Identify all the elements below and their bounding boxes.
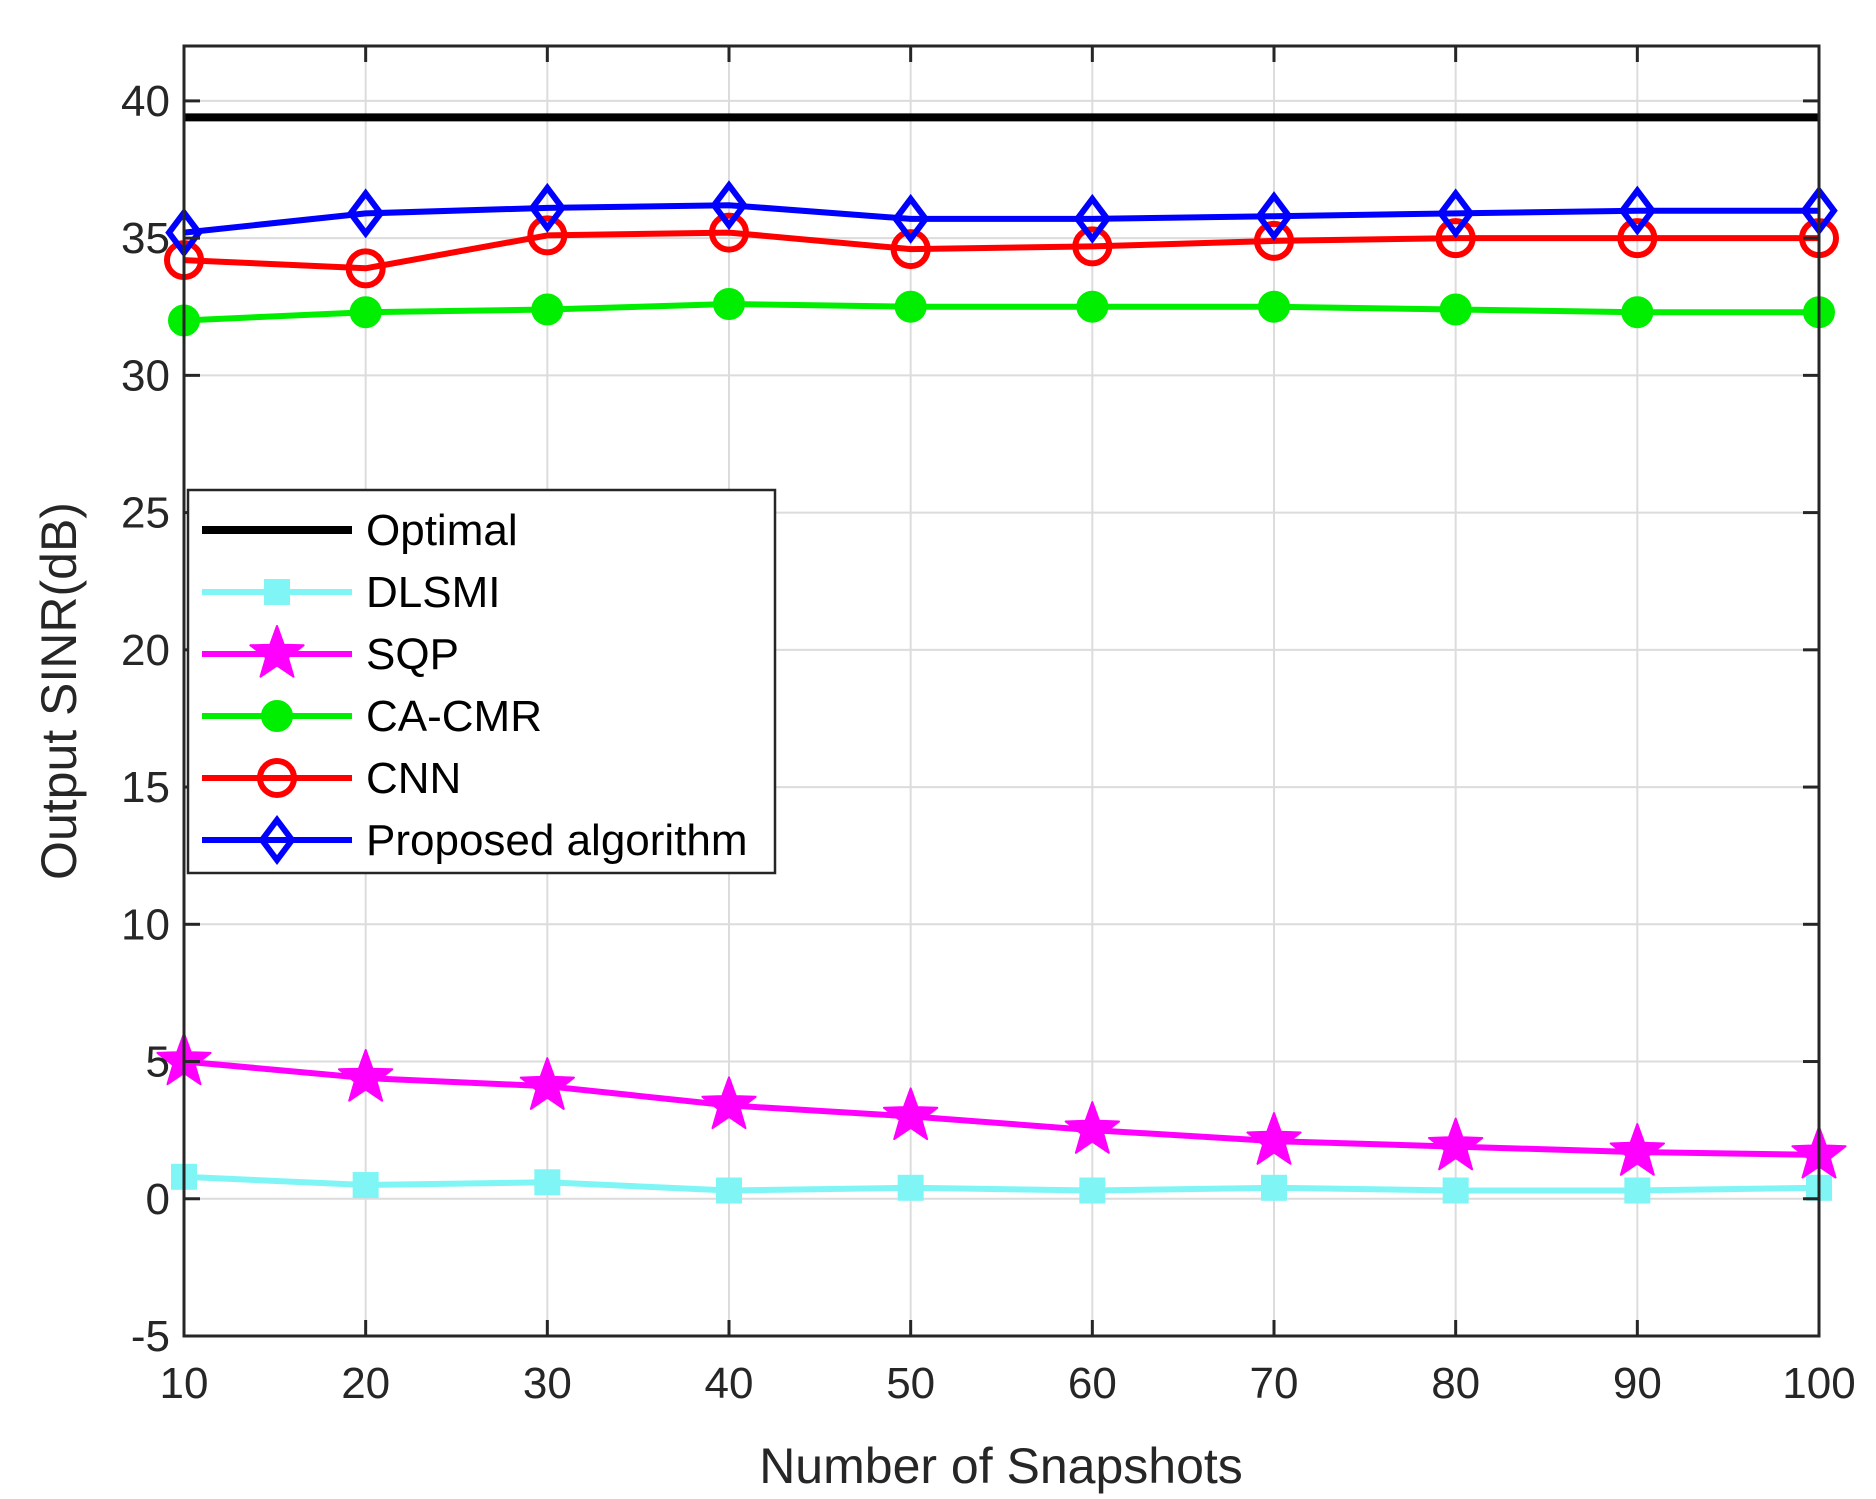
- data-point-ca-cmr: [1076, 290, 1109, 323]
- legend-box: [186, 488, 777, 875]
- y-axis-title: Output SINR(dB): [31, 502, 87, 880]
- data-point-proposed-algorithm: [710, 180, 748, 231]
- data-point-proposed-algorithm: [1618, 185, 1657, 236]
- legend-marker-cnn: [257, 758, 297, 798]
- series-line-ca-cmr: [183, 301, 1819, 324]
- series-line-proposed-algorithm: [183, 202, 1819, 236]
- x-tick-label: 10: [160, 1359, 209, 1408]
- data-point-dlsmi: [716, 1177, 742, 1204]
- y-tick-label: 35: [121, 214, 170, 263]
- data-point-dlsmi: [897, 1174, 924, 1201]
- legend-label-proposed-algorithm: Proposed algorithm: [366, 816, 748, 865]
- y-tick-label: 40: [121, 77, 170, 126]
- x-tick-label: 80: [1431, 1359, 1480, 1408]
- data-point-ca-cmr: [531, 293, 564, 326]
- data-point-dlsmi: [1079, 1177, 1106, 1204]
- legend-label-optimal: Optimal: [366, 506, 518, 555]
- data-point-cnn: [1617, 218, 1658, 259]
- y-tick-label: 15: [121, 763, 170, 812]
- data-point-cnn: [345, 248, 386, 289]
- data-point-proposed-algorithm: [346, 188, 385, 239]
- data-point-ca-cmr: [1621, 296, 1654, 329]
- x-axis-title: Number of Snapshots: [759, 1438, 1243, 1494]
- data-point-sqp: [883, 1087, 939, 1141]
- data-point-sqp: [1609, 1123, 1665, 1176]
- data-point-proposed-algorithm: [1436, 188, 1475, 239]
- data-point-ca-cmr: [1258, 290, 1290, 323]
- series-line-dlsmi: [183, 1173, 1820, 1194]
- legend-label-sqp: SQP: [366, 630, 459, 679]
- y-tick-label: -5: [131, 1312, 170, 1361]
- data-point-dlsmi: [352, 1172, 379, 1199]
- y-tick-label: 5: [146, 1038, 170, 1087]
- data-point-sqp: [1246, 1112, 1302, 1165]
- data-point-sqp: [1064, 1101, 1120, 1154]
- series-line-cnn: [183, 229, 1819, 272]
- data-point-ca-cmr: [894, 290, 927, 323]
- legend-label-cnn: CNN: [366, 754, 461, 803]
- data-point-cnn: [527, 215, 568, 256]
- y-tick-labels: -5 0 5 10 15 20 25 30 35 40: [121, 77, 170, 1361]
- legend-label-ca-cmr: CA-CMR: [366, 692, 542, 741]
- data-point-dlsmi: [1261, 1174, 1287, 1201]
- plot-frame: [182, 44, 1821, 1338]
- y-tick-label: 30: [121, 351, 170, 400]
- data-point-dlsmi: [1442, 1177, 1469, 1204]
- y-tick-label: 25: [121, 489, 170, 538]
- data-point-dlsmi: [1624, 1177, 1651, 1204]
- data-point-ca-cmr: [1439, 293, 1472, 326]
- data-point-ca-cmr: [713, 288, 745, 320]
- legend: Optimal DLSMI SQP CA-CMR CNN Proposed algorit…: [186, 488, 777, 875]
- data-point-sqp: [1428, 1117, 1484, 1171]
- x-tick-label: 40: [705, 1359, 754, 1408]
- x-tick-label: 100: [1782, 1359, 1855, 1408]
- data-point-cnn: [709, 212, 749, 253]
- data-point-cnn: [890, 229, 931, 270]
- x-tick-label: 70: [1250, 1359, 1299, 1408]
- x-tick-label: 20: [341, 1359, 390, 1408]
- legend-items: Optimal DLSMI SQP CA-CMR CNN Proposed algorit…: [202, 506, 748, 865]
- x-tick-label: 30: [523, 1359, 572, 1408]
- y-tick-label: 20: [121, 626, 170, 675]
- y-tick-label: 10: [121, 900, 170, 949]
- series-line-sqp: [183, 1058, 1820, 1158]
- data-point-cnn: [1254, 220, 1294, 261]
- data-point-proposed-algorithm: [528, 182, 567, 233]
- x-tick-label: 90: [1613, 1359, 1662, 1408]
- data-point-proposed-algorithm: [1073, 193, 1112, 244]
- legend-marker-proposed-algorithm: [258, 815, 296, 865]
- x-tick-label: 60: [1068, 1359, 1117, 1408]
- x-tick-labels: 10 20 30 40 50 60 70 80 90 100: [160, 1359, 1856, 1408]
- data-point-proposed-algorithm: [1255, 191, 1293, 242]
- legend-marker-sqp: [249, 625, 305, 678]
- y-tick-label: 0: [146, 1175, 170, 1224]
- data-point-sqp: [338, 1049, 394, 1102]
- x-tick-label: 50: [886, 1359, 935, 1408]
- data-point-dlsmi: [534, 1169, 561, 1196]
- legend-marker-ca-cmr: [261, 700, 293, 732]
- data-point-cnn: [1435, 218, 1476, 259]
- data-point-cnn: [1072, 226, 1113, 267]
- legend-marker-dlsmi: [264, 579, 290, 605]
- data-point-proposed-algorithm: [891, 193, 930, 244]
- series-lines: [183, 113, 1820, 1194]
- data-point-ca-cmr: [349, 296, 382, 329]
- data-point-sqp: [701, 1076, 757, 1130]
- data-point-sqp: [519, 1057, 575, 1110]
- legend-label-dlsmi: DLSMI: [366, 568, 500, 617]
